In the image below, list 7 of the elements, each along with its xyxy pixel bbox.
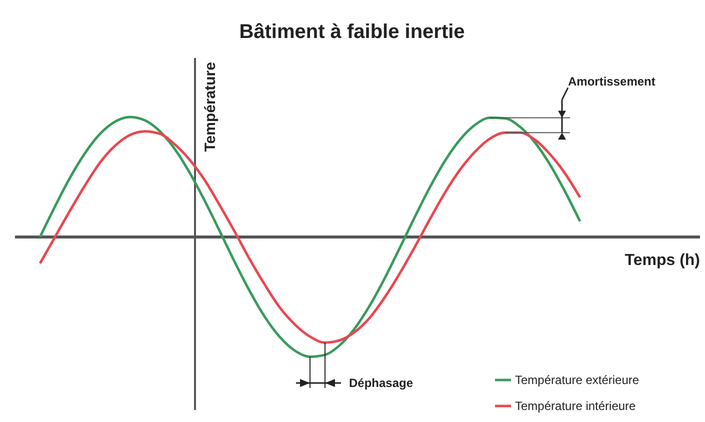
text: Déphasage bbox=[349, 376, 414, 390]
chart-title: Bâtiment à faible inertie bbox=[239, 21, 465, 43]
y-axis-title: Température bbox=[202, 62, 219, 152]
text: Amortissement bbox=[568, 74, 656, 89]
x-axis-title: Temps (h) bbox=[624, 252, 700, 269]
legend-label: Température extérieure bbox=[515, 373, 640, 387]
legend-label: Température intérieure bbox=[515, 399, 636, 413]
